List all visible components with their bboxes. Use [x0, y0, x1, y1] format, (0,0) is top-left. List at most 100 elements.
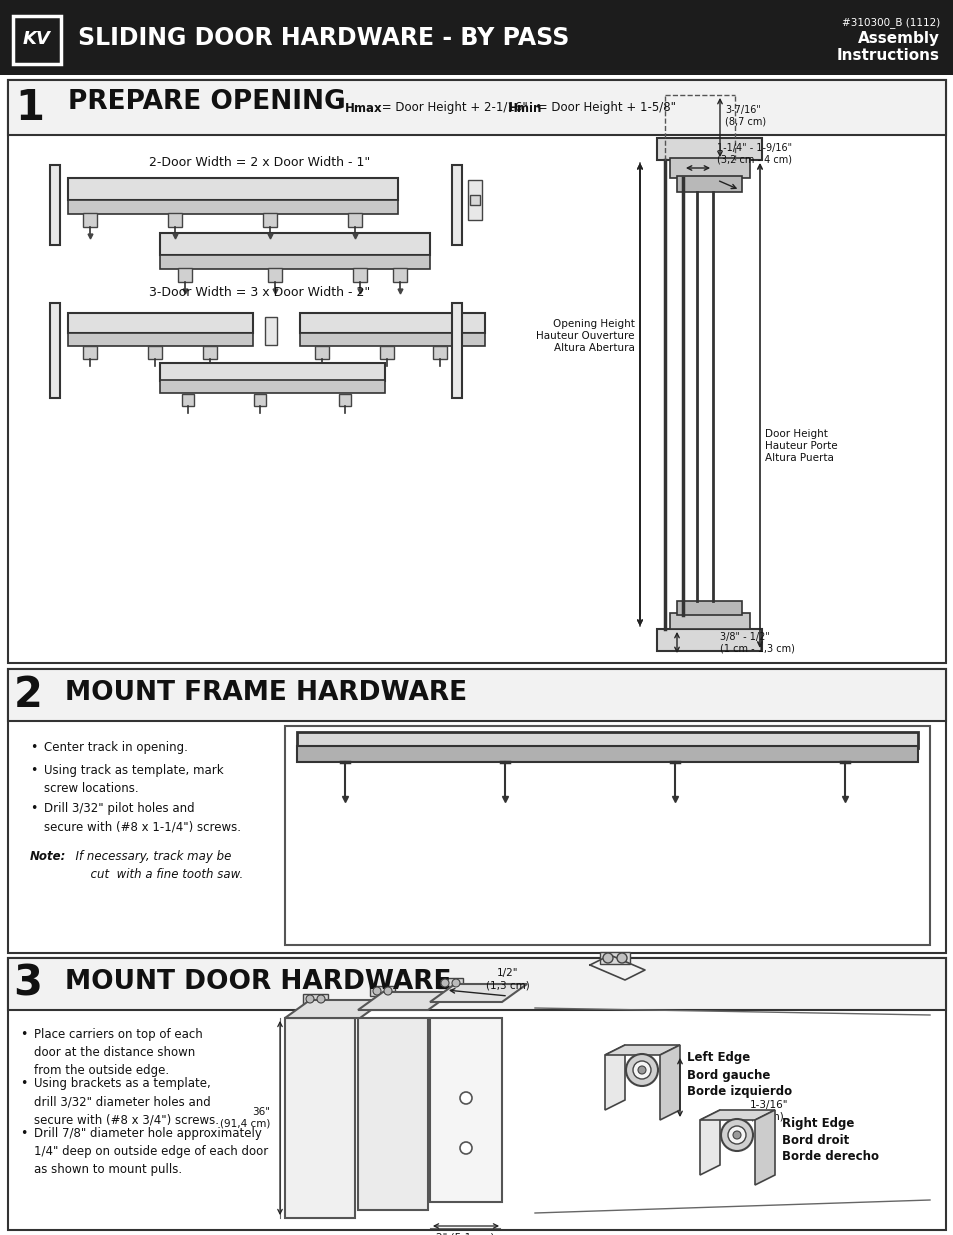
Bar — [370, 986, 395, 995]
Bar — [0, 0, 953, 75]
Bar — [8, 958, 945, 1010]
Text: •: • — [30, 764, 37, 777]
Bar — [296, 732, 917, 748]
Bar — [285, 726, 929, 945]
Polygon shape — [700, 1110, 720, 1174]
Bar — [50, 165, 60, 245]
Text: 1: 1 — [15, 86, 45, 128]
Circle shape — [633, 1061, 650, 1079]
Circle shape — [732, 1131, 740, 1139]
Bar — [8, 669, 945, 953]
Circle shape — [459, 1142, 472, 1153]
Bar — [338, 394, 351, 406]
Text: Right Edge
Bord droit
Borde derecho: Right Edge Bord droit Borde derecho — [781, 1116, 878, 1163]
Bar — [299, 312, 484, 333]
Circle shape — [638, 1066, 645, 1074]
Bar — [148, 346, 162, 359]
Text: Note:: Note: — [30, 850, 67, 863]
Bar — [299, 333, 484, 346]
Polygon shape — [357, 992, 453, 1010]
Bar — [303, 994, 328, 1004]
Polygon shape — [754, 1110, 774, 1186]
Bar — [677, 601, 741, 615]
Text: Place carriers on top of each
door at the distance shown
from the outside edge.: Place carriers on top of each door at th… — [34, 1028, 203, 1077]
Text: •: • — [20, 1077, 28, 1091]
Circle shape — [459, 1092, 472, 1104]
Circle shape — [617, 953, 626, 963]
Text: •: • — [30, 802, 37, 815]
Bar — [8, 958, 945, 1230]
Bar — [83, 212, 97, 227]
Polygon shape — [659, 1045, 679, 1120]
Bar — [599, 952, 629, 965]
Circle shape — [625, 1053, 658, 1086]
Bar — [677, 177, 741, 191]
Circle shape — [306, 995, 314, 1003]
Text: MOUNT DOOR HARDWARE: MOUNT DOOR HARDWARE — [65, 969, 451, 995]
Text: 3-Door Width = 3 x Door Width - 2": 3-Door Width = 3 x Door Width - 2" — [150, 287, 370, 300]
Text: If necessary, track may be
      cut  with a fine tooth saw.: If necessary, track may be cut with a fi… — [68, 850, 243, 881]
Text: 2: 2 — [13, 674, 42, 716]
Bar — [452, 303, 461, 398]
Circle shape — [316, 995, 325, 1003]
Bar — [433, 346, 447, 359]
Text: Using track as template, mark
screw locations.: Using track as template, mark screw loca… — [44, 764, 223, 795]
Bar — [168, 212, 182, 227]
Bar — [160, 380, 385, 393]
Circle shape — [602, 953, 613, 963]
Text: Center track in opening.: Center track in opening. — [44, 741, 188, 755]
Bar — [8, 80, 945, 663]
Text: 1-1/4" - 1-9/16"
(3,2 cm - 4 cm): 1-1/4" - 1-9/16" (3,2 cm - 4 cm) — [717, 143, 791, 165]
Bar — [160, 233, 430, 254]
Text: 1/2"
(1,3 cm): 1/2" (1,3 cm) — [486, 968, 529, 990]
Circle shape — [384, 987, 392, 995]
Bar — [393, 268, 407, 282]
Text: Hmin: Hmin — [507, 101, 542, 115]
Text: 1-3/16"
(3 cm): 1-3/16" (3 cm) — [749, 1100, 788, 1121]
Bar — [13, 16, 61, 64]
Text: Instructions: Instructions — [836, 47, 939, 63]
Circle shape — [440, 979, 449, 987]
Bar — [430, 1018, 501, 1202]
Bar — [68, 178, 397, 200]
Text: = Door Height + 1-5/8": = Door Height + 1-5/8" — [534, 101, 676, 115]
Text: •: • — [20, 1128, 28, 1140]
Bar — [314, 346, 329, 359]
Text: 3: 3 — [13, 963, 43, 1005]
Polygon shape — [604, 1045, 624, 1110]
Text: 3-7/16"
(8,7 cm): 3-7/16" (8,7 cm) — [724, 105, 765, 127]
Text: PREPARE OPENING: PREPARE OPENING — [68, 89, 345, 115]
Bar — [669, 613, 749, 629]
Bar — [178, 268, 192, 282]
Bar — [68, 312, 253, 333]
Bar — [68, 200, 397, 214]
Text: Hmax: Hmax — [345, 101, 382, 115]
Bar — [657, 629, 761, 651]
Bar — [296, 746, 917, 762]
Bar — [68, 333, 253, 346]
Text: SLIDING DOOR HARDWARE - BY PASS: SLIDING DOOR HARDWARE - BY PASS — [78, 26, 569, 49]
Polygon shape — [604, 1045, 679, 1055]
Text: •: • — [20, 1028, 28, 1041]
Text: Opening Height
Hauteur Ouverture
Altura Abertura: Opening Height Hauteur Ouverture Altura … — [536, 320, 635, 353]
Text: Door Height
Hauteur Porte
Altura Puerta: Door Height Hauteur Porte Altura Puerta — [764, 430, 837, 463]
Bar — [203, 346, 216, 359]
Bar — [253, 394, 266, 406]
Text: 3/8" - 1/2"
(1 cm - 1,3 cm): 3/8" - 1/2" (1 cm - 1,3 cm) — [720, 632, 794, 653]
Polygon shape — [430, 984, 526, 1002]
Bar — [348, 212, 361, 227]
Text: 2-Door Width = 2 x Door Width - 1": 2-Door Width = 2 x Door Width - 1" — [150, 157, 370, 169]
Text: #310300_B (1112): #310300_B (1112) — [841, 17, 939, 28]
Text: Left Edge
Bord gauche
Borde izquierdo: Left Edge Bord gauche Borde izquierdo — [686, 1051, 791, 1098]
Circle shape — [373, 987, 380, 995]
Text: KV: KV — [23, 30, 51, 48]
Bar — [657, 138, 761, 161]
Polygon shape — [285, 1000, 385, 1018]
Bar — [8, 80, 945, 135]
Bar — [182, 394, 193, 406]
Bar — [357, 1018, 428, 1210]
Bar — [265, 317, 276, 345]
Bar — [160, 254, 430, 269]
Bar — [160, 363, 385, 382]
Bar — [8, 669, 945, 721]
